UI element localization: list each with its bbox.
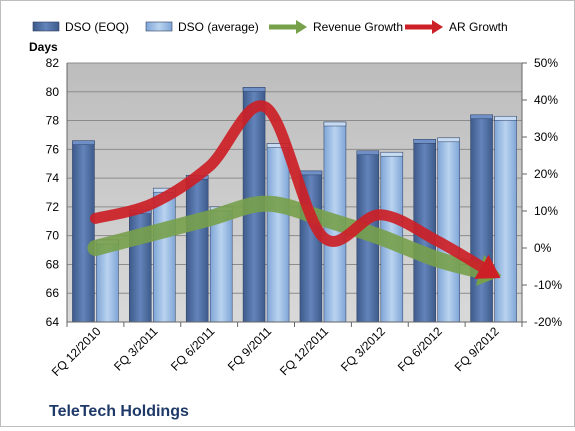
chart-title: TeleTech Holdings <box>49 403 189 420</box>
y-right-tick-label: -10% <box>534 278 562 292</box>
y-right-tick-label: 40% <box>534 93 558 107</box>
bar-dso-average <box>494 115 517 323</box>
bar-cap <box>356 150 380 156</box>
legend-label: DSO (EOQ) <box>65 20 129 34</box>
bar-dso-eoq <box>470 114 493 323</box>
y-left-tick-label: 64 <box>46 315 60 329</box>
arrowhead-ar-growth <box>474 254 501 279</box>
bar-cap <box>470 114 493 120</box>
y-left-tick-label: 78 <box>46 114 60 128</box>
legend-label: AR Growth <box>449 20 508 34</box>
bar-dso-eoq <box>185 174 209 323</box>
y-left-tick-label: 80 <box>46 85 60 99</box>
y-left-tick-label: 72 <box>46 200 60 214</box>
y-left-tick-label: 66 <box>46 286 60 300</box>
bar-cap <box>437 137 460 143</box>
x-tick-label: FQ 6/2011 <box>168 324 218 374</box>
y-right-tick-label: -20% <box>534 315 562 329</box>
legend-arrow-head <box>296 20 307 34</box>
legend-label: DSO (average) <box>178 20 259 34</box>
line-revenue-growth <box>87 195 492 280</box>
bar-cap <box>413 139 436 144</box>
y-right-tick-label: 20% <box>534 167 558 181</box>
y-left-tick-label: 68 <box>46 257 60 271</box>
legend-label: Revenue Growth <box>313 20 403 34</box>
bar-cap <box>299 170 323 176</box>
bar-cap <box>242 87 266 92</box>
y-right-tick-label: 10% <box>534 204 558 218</box>
y-left-tick-label: 76 <box>46 142 60 156</box>
legend-swatch <box>145 21 173 32</box>
y-axis-label: Days <box>29 40 58 54</box>
legend-swatch <box>32 21 60 32</box>
growth-lines <box>87 100 502 286</box>
x-tick-label: FQ 12/2010 <box>49 324 104 379</box>
bar-cap <box>72 140 95 145</box>
bar-dso-average <box>153 187 176 323</box>
y-left-tick-label: 82 <box>46 56 60 70</box>
x-tick-label: FQ 9/2012 <box>452 324 502 374</box>
bar-dso-average <box>437 137 460 323</box>
x-tick-label: FQ 3/2012 <box>338 324 388 374</box>
bar-cap <box>323 121 347 127</box>
line-ar-growth <box>89 100 491 275</box>
y-right-tick-label: 0% <box>534 241 552 255</box>
bar-dso-average <box>266 143 290 323</box>
legend: DSO (EOQ) DSO (average) Revenue Growth AR G… <box>32 20 508 34</box>
bar-cap <box>380 151 404 157</box>
y-left-tick-label: 74 <box>46 171 60 185</box>
y-right-tick-label: 30% <box>534 130 558 144</box>
y-right-tick-label: 50% <box>534 56 558 70</box>
x-tick-label: FQ 9/2011 <box>225 324 275 374</box>
legend-arrow-head <box>432 20 443 34</box>
bar-cap <box>494 115 517 121</box>
y-left-tick-label: 70 <box>46 229 60 243</box>
x-tick-label: FQ 6/2012 <box>395 324 445 374</box>
x-tick-label: FQ 3/2011 <box>111 324 161 374</box>
bar-dso-eoq <box>72 140 95 323</box>
x-tick-label: FQ 12/2011 <box>277 324 331 378</box>
